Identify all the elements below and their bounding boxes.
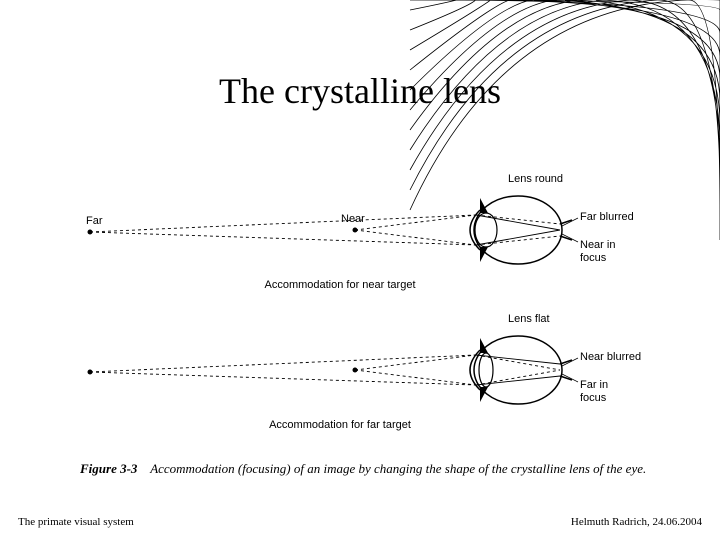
- svg-text:Far blurred: Far blurred: [580, 211, 634, 223]
- svg-text:focus: focus: [580, 392, 607, 404]
- svg-text:Far: Far: [86, 215, 103, 227]
- svg-text:Near: Near: [341, 213, 365, 225]
- slide: The crystalline lens Lens round Far Near Fa…: [0, 0, 720, 540]
- svg-text:focus: focus: [580, 252, 607, 264]
- svg-text:Lens round: Lens round: [508, 173, 563, 185]
- svg-text:Accommodation for far target: Accommodation for far target: [269, 419, 411, 431]
- svg-text:Accommodation for near target: Accommodation for near target: [264, 279, 415, 291]
- svg-text:Near in: Near in: [580, 239, 615, 251]
- svg-text:Far in: Far in: [580, 379, 608, 391]
- figure-caption: Figure 3-3 Accommodation (focusing) of a…: [80, 460, 660, 478]
- caption-text: Accommodation (focusing) of an image by …: [150, 461, 646, 476]
- slide-title: The crystalline lens: [0, 70, 720, 112]
- footer-left: The primate visual system: [18, 516, 134, 528]
- diagram-figure: Lens roundFarNearFar blurredNear infocus…: [80, 170, 660, 450]
- footer-right: Helmuth Radrich, 24.06.2004: [571, 516, 702, 528]
- caption-lead: Figure 3-3: [80, 461, 137, 476]
- svg-text:Near blurred: Near blurred: [580, 351, 641, 363]
- svg-text:Lens flat: Lens flat: [508, 313, 550, 325]
